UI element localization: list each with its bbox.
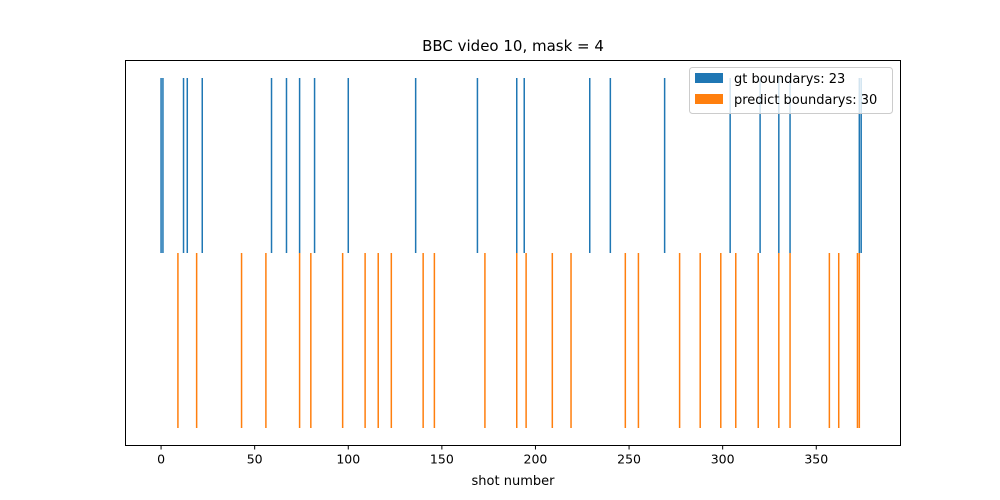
gt-boundary-bar: [729, 78, 731, 253]
predict-boundary-bar: [858, 253, 861, 428]
gt-boundary-bar: [313, 78, 316, 253]
x-tick-label: 200: [524, 452, 548, 467]
gt-boundary-bar: [182, 78, 185, 253]
predict-boundary-bar: [720, 253, 722, 428]
legend: gt boundarys: 23 predict boundarys: 30: [689, 67, 893, 114]
predict-boundary-bar: [341, 253, 344, 428]
predict-boundary-bar: [516, 253, 518, 428]
predict-boundary-bar: [570, 253, 572, 428]
predict-boundary-bar: [177, 253, 179, 428]
gt-boundary-bar: [860, 78, 862, 253]
gt-boundary-bar: [186, 78, 189, 253]
gt-boundary-bar: [160, 78, 162, 253]
predict-boundary-bar: [856, 253, 859, 428]
predict-boundary-bar: [789, 253, 791, 428]
x-tick-label: 250: [617, 452, 641, 467]
gt-boundary-bar: [162, 78, 164, 253]
x-tick-label: 350: [804, 452, 828, 467]
gt-boundary-bar: [589, 78, 591, 253]
predict-boundary-bar: [678, 253, 681, 428]
legend-swatch-predict: [695, 94, 723, 104]
predict-boundary-bar: [422, 253, 424, 428]
gt-boundary-bar: [347, 78, 350, 253]
legend-swatch-gt: [695, 73, 723, 83]
gt-boundary-bar: [201, 78, 203, 253]
predict-boundary-bar: [778, 253, 780, 428]
predict-boundary-bar: [699, 253, 701, 428]
predict-boundary-bar: [377, 253, 379, 428]
predict-boundary-bar: [624, 253, 627, 428]
predict-boundary-bar: [637, 253, 640, 428]
x-axis-label: shot number: [472, 474, 556, 489]
gt-boundary-bar: [778, 78, 780, 253]
legend-box: [689, 67, 893, 114]
x-tick-label: 50: [247, 452, 263, 467]
gt-boundary-bar: [516, 78, 518, 253]
predict-boundary-bar: [364, 253, 366, 428]
x-tick-label: 0: [157, 452, 165, 467]
gt-boundary-bar: [858, 78, 861, 253]
predict-boundary-bar: [265, 253, 267, 428]
gt-boundary-bar: [270, 78, 273, 253]
predict-boundary-bar: [298, 253, 301, 428]
gt-boundary-bar: [789, 78, 791, 253]
predict-boundary-bar: [551, 253, 554, 428]
x-tick-label: 300: [711, 452, 735, 467]
gt-boundary-bar: [285, 78, 288, 253]
predict-boundary-bar: [240, 253, 243, 428]
predict-boundary-bar: [837, 253, 840, 428]
predict-boundary-bar: [525, 253, 527, 428]
predict-boundary-bar: [390, 253, 393, 428]
predict-boundary-bar: [735, 253, 737, 428]
x-axis: 0 50 100 150 200 250 300 350: [157, 445, 828, 467]
legend-label-predict: predict boundarys: 30: [734, 93, 877, 108]
gt-boundary-bar: [663, 78, 666, 253]
legend-label-gt: gt boundarys: 23: [734, 72, 845, 87]
predict-boundary-bar: [310, 253, 312, 428]
chart-title: BBC video 10, mask = 4: [422, 37, 604, 55]
gt-boundary-bar: [298, 78, 301, 253]
x-tick-label: 150: [430, 452, 454, 467]
predict-boundary-bar: [484, 253, 486, 428]
predict-boundary-bar: [433, 253, 436, 428]
bars-layer: [160, 78, 862, 428]
plot-frame: [125, 60, 901, 446]
predict-boundary-bar: [757, 253, 759, 428]
gt-boundary-bar: [476, 78, 479, 253]
gt-boundary-bar: [414, 78, 417, 253]
gt-boundary-bar: [609, 78, 612, 253]
x-tick-label: 100: [336, 452, 360, 467]
predict-boundary-bar: [195, 253, 198, 428]
gt-boundary-bar: [523, 78, 525, 253]
gt-boundary-bar: [759, 78, 761, 253]
predict-boundary-bar: [828, 253, 831, 428]
